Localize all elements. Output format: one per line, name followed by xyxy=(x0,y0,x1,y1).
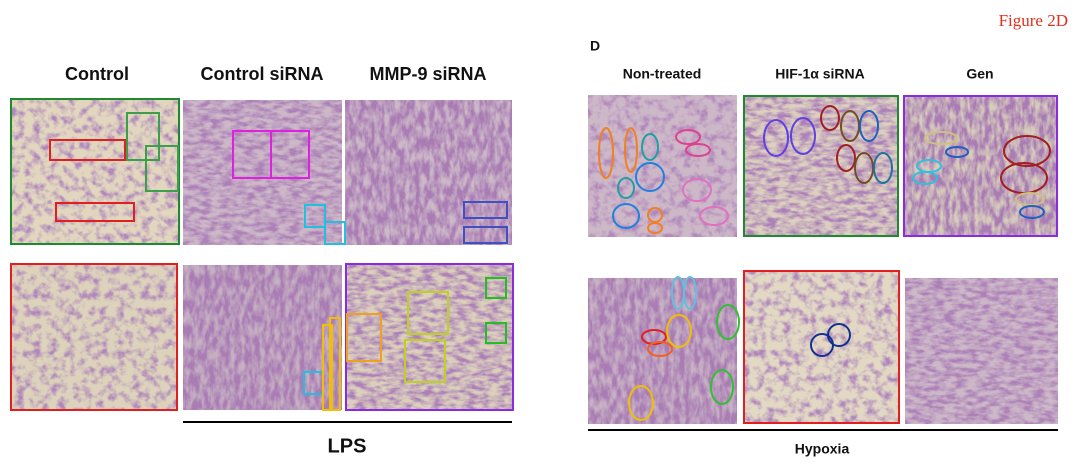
column-label: Non-treated xyxy=(623,66,702,82)
column-label: Control xyxy=(65,64,129,84)
micrograph xyxy=(345,263,514,411)
column-label: MMP-9 siRNA xyxy=(369,64,486,84)
micrograph xyxy=(588,278,737,424)
image-frames xyxy=(743,95,1058,424)
column-label: Control siRNA xyxy=(201,64,324,84)
panel-label: D xyxy=(590,38,600,54)
micrograph xyxy=(183,265,342,410)
group-label: Hypoxia xyxy=(795,441,850,457)
micrograph-grid xyxy=(588,95,1058,424)
figure-label: Figure 2D xyxy=(999,11,1068,30)
micrograph xyxy=(345,100,512,245)
micrograph xyxy=(10,98,180,245)
annotations xyxy=(49,112,508,411)
micrograph xyxy=(743,270,900,424)
micrograph xyxy=(10,263,178,411)
micrograph xyxy=(905,278,1058,424)
micrograph xyxy=(183,100,342,245)
micrograph-grid xyxy=(10,98,514,411)
column-label: Gen xyxy=(966,66,993,82)
group-label: LPS xyxy=(328,435,367,457)
annotations xyxy=(598,105,1051,421)
column-label: HIF-1α siRNA xyxy=(775,66,865,82)
